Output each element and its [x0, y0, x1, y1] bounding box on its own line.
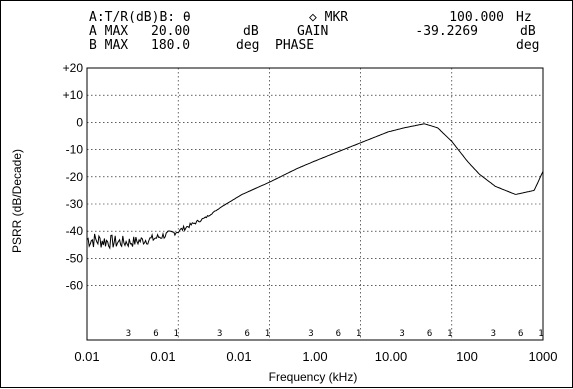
decade-mark: 6	[153, 329, 158, 339]
a-max-label: A MAX	[89, 24, 128, 39]
decade-mark: 6	[336, 329, 341, 339]
y-tick-label: 0	[76, 115, 83, 129]
y-tick-label: -40	[66, 224, 84, 238]
phase-label: PHASE	[275, 38, 314, 53]
a-max-value: 20.00	[151, 24, 190, 39]
analyzer-header: A:T/R(dB)B: θ ◇ MKR 100.000 Hz A MAX 20.…	[89, 10, 539, 53]
a-max-unit: dB	[243, 24, 259, 39]
x-tick-label: 100	[456, 349, 478, 364]
decade-mark: 3	[399, 329, 404, 339]
y-tick-label: +10	[63, 88, 84, 102]
decade-mark: 6	[518, 329, 523, 339]
marker-frequency-unit: Hz	[516, 10, 532, 25]
plot-border	[86, 67, 544, 341]
decade-mark: 3	[217, 329, 222, 339]
decade-mark: 3	[491, 329, 496, 339]
x-tick-label: 0.01	[74, 349, 99, 364]
decade-mark: 6	[244, 329, 249, 339]
y-tick-label: +20	[63, 61, 84, 75]
trace-format-label: A:T/R(dB)B: θ	[89, 10, 191, 25]
decade-mark: 1	[538, 329, 543, 339]
b-max-label: B MAX	[89, 38, 128, 53]
y-tick-label: -20	[66, 170, 84, 184]
b-max-value: 180.0	[151, 38, 190, 53]
x-tick-label: 10.00	[375, 349, 408, 364]
gain-unit: dB	[520, 24, 536, 39]
decade-mark: 3	[126, 329, 131, 339]
decade-mark: 6	[427, 329, 432, 339]
x-tick-label: 1.00	[302, 349, 327, 364]
decade-mark: 1	[173, 329, 178, 339]
gain-label: GAIN	[297, 24, 328, 39]
y-axis-label: PSRR (dB/Decade)	[10, 149, 24, 253]
b-max-unit: deg	[236, 38, 259, 53]
marker-frequency-value: 100.000	[449, 10, 504, 25]
y-tick-labels: +20 +10 0 -10 -20 -30 -40 -50 -60	[63, 61, 84, 293]
decade-mark: 1	[356, 329, 361, 339]
y-tick-label: -10	[66, 143, 84, 157]
decade-marks: 3 6 1 3 6 1 3 6 1 3 6 1 3 6 1	[126, 329, 544, 339]
decade-mark: 3	[308, 329, 313, 339]
y-tick-label: -50	[66, 251, 84, 265]
x-tick-label: 0.01	[226, 349, 251, 364]
marker-label: ◇ MKR	[309, 10, 348, 25]
x-tick-label: 1000	[529, 349, 558, 364]
decade-mark: 1	[265, 329, 270, 339]
decade-mark: 1	[447, 329, 452, 339]
y-tick-label: -30	[66, 197, 84, 211]
x-axis-label: Frequency (kHz)	[269, 370, 358, 384]
phase-unit: deg	[516, 38, 539, 53]
grid	[87, 67, 543, 340]
x-tick-label: 0.01	[150, 349, 175, 364]
x-tick-labels: 0.01 0.01 0.01 1.00 10.00 100 1000	[74, 349, 557, 364]
gain-value: -39.2269	[415, 24, 478, 39]
y-tick-label: -60	[66, 279, 84, 293]
psrr-trace	[86, 123, 544, 250]
